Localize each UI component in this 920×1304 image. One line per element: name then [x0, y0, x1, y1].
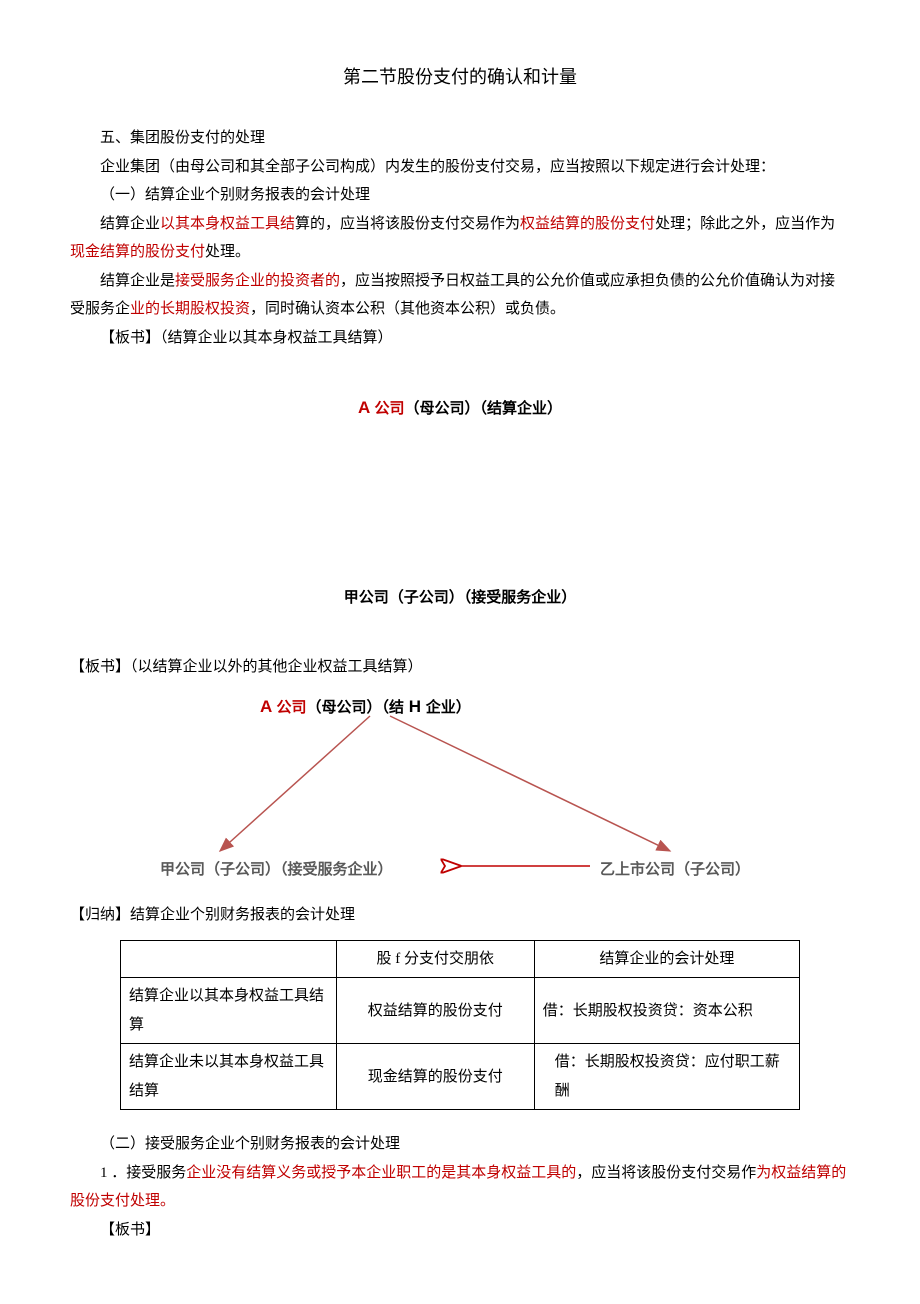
table-header — [121, 940, 337, 978]
page-title: 第二节股份支付的确认和计量 — [70, 60, 850, 94]
paragraph-5: 【板书】（结算企业以其本身权益工具结算） — [70, 324, 850, 353]
table-cell: 结算企业以其本身权益工具结算 — [121, 978, 337, 1044]
diagram-paren: （母公司）（结算企业） — [404, 400, 562, 417]
text-red: 以其本身权益工具结 — [160, 216, 295, 232]
paragraph-9: 1 ．接受服务企业没有结算义务或授予本企业职工的是其本身权益工具的，应当将该股份… — [70, 1159, 850, 1216]
text-red: 业的长期股权投资 — [130, 301, 250, 317]
text: 算的，应当将该股份支付交易作为 — [295, 216, 520, 232]
text: 处理。 — [205, 244, 250, 260]
paragraph-7: 【归纳】结算企业个别财务报表的会计处理 — [70, 901, 850, 930]
table-header-row: 股 f 分支付交朋依 结算企业的会计处理 — [121, 940, 800, 978]
text: 处理；除此之外，应当作为 — [655, 216, 835, 232]
table-cell: 权益结算的股份支付 — [336, 978, 534, 1044]
diagram-a-label: A — [358, 398, 370, 417]
text: 1 ．接受服务 — [100, 1165, 186, 1181]
table-header: 股 f 分支付交朋依 — [336, 940, 534, 978]
summary-table: 股 f 分支付交朋依 结算企业的会计处理 结算企业以其本身权益工具结算 权益结算… — [120, 940, 800, 1111]
table-cell: 现金结算的股份支付 — [336, 1044, 534, 1110]
table-row: 结算企业以其本身权益工具结算 权益结算的股份支付 借：长期股权投资贷：资本公积 — [121, 978, 800, 1044]
text-red: 现金结算的股份支付 — [70, 244, 205, 260]
diagram2-left-label: 甲公司（子公司）（接受服务企业） — [160, 856, 393, 885]
paragraph-2: （一）结算企业个别财务报表的会计处理 — [70, 181, 850, 210]
text-red: 接受服务企业的投资者的 — [175, 273, 340, 289]
diagram1-top: A 公司（母公司）（结算企业） — [70, 392, 850, 424]
text-red: 权益结算的股份支付 — [520, 216, 655, 232]
table-cell: 借：长期股权投资贷：应付职工薪酬 — [534, 1044, 799, 1110]
diagram1-spacer — [70, 439, 850, 569]
paragraph-4: 结算企业是接受服务企业的投资者的，应当按照授予日权益工具的公允价值或应承担负债的… — [70, 267, 850, 324]
paragraph-3: 结算企业以其本身权益工具结算的，应当将该股份支付交易作为权益结算的股份支付处理；… — [70, 210, 850, 267]
table-cell: 结算企业未以其本身权益工具结算 — [121, 1044, 337, 1110]
text: ，同时确认资本公积（其他资本公积）或负债。 — [250, 301, 565, 317]
text: 结算企业 — [100, 216, 160, 232]
diagram-company-label: 公司 — [370, 400, 404, 417]
paragraph-8: （二）接受服务企业个别财务报表的会计处理 — [70, 1130, 850, 1159]
text: ，应当将该股份支付交易作 — [576, 1165, 756, 1181]
table-row: 结算企业未以其本身权益工具结算 现金结算的股份支付 借：长期股权投资贷：应付职工… — [121, 1044, 800, 1110]
diagram2-container: A 公司（母公司）（结 H 企业） 甲公司（子公司）（接受服务企业） 乙上市公司… — [70, 691, 850, 891]
paragraph-1: 企业集团（由母公司和其全部子公司构成）内发生的股份支付交易，应当按照以下规定进行… — [70, 153, 850, 182]
paragraph-6: 【板书】（以结算企业以外的其他企业权益工具结算） — [70, 653, 850, 682]
text-red: 企业没有结算义务或授予本企业职工的是其本身权益工具的 — [186, 1165, 576, 1181]
paragraph-10: 【板书】 — [70, 1216, 850, 1245]
diagram2-right-label: 乙上市公司（子公司） — [600, 856, 750, 885]
text: 结算企业是 — [100, 273, 175, 289]
table-cell: 借：长期股权投资贷：资本公积 — [534, 978, 799, 1044]
section-heading: 五、集团股份支付的处理 — [70, 124, 850, 153]
diagram1-bottom: 甲公司（子公司）（接受服务企业） — [70, 584, 850, 613]
table-header: 结算企业的会计处理 — [534, 940, 799, 978]
